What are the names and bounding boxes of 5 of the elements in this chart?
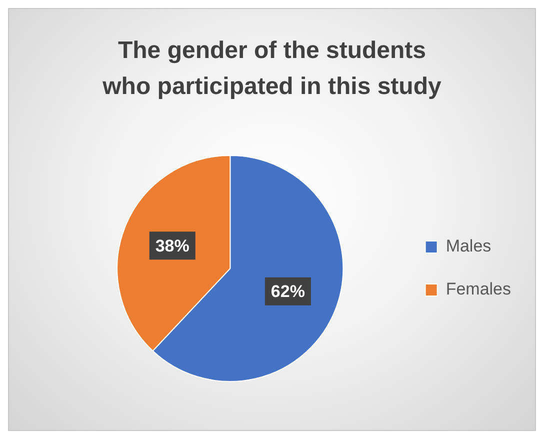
chart-title: The gender of the students who participated in this study — [102, 36, 442, 102]
legend-label: Males — [446, 236, 492, 256]
data-label: 38% — [155, 236, 190, 256]
data-label: 62% — [270, 282, 305, 302]
legend-label: Females — [446, 280, 511, 299]
